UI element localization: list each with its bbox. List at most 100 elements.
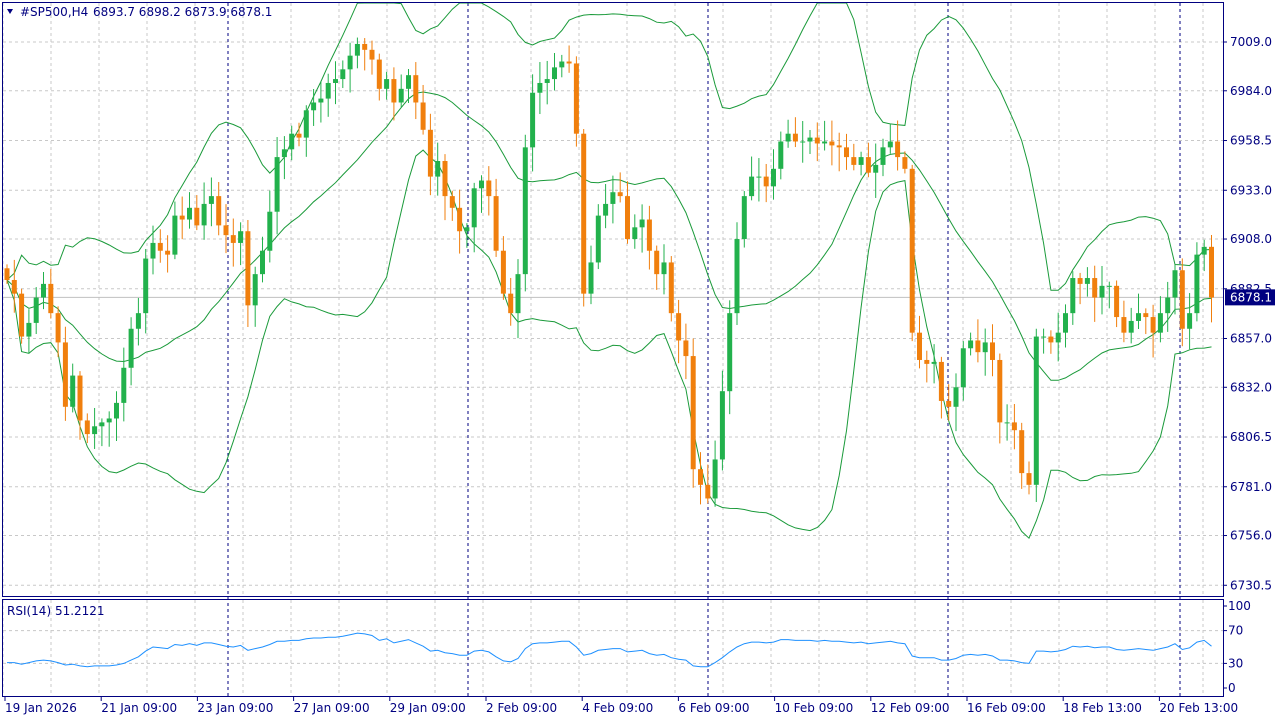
candle[interactable] (1026, 461, 1032, 495)
candle[interactable] (646, 205, 652, 270)
candle[interactable] (946, 384, 952, 421)
candle[interactable] (347, 42, 353, 93)
candle[interactable] (479, 175, 484, 213)
candle[interactable] (851, 143, 857, 171)
candle[interactable] (1084, 267, 1090, 297)
candle[interactable] (471, 182, 477, 253)
candle[interactable] (442, 154, 448, 221)
candle[interactable] (391, 67, 397, 121)
candle[interactable] (595, 204, 601, 270)
candle[interactable] (208, 177, 214, 227)
candle[interactable] (26, 309, 32, 354)
candle[interactable] (486, 166, 492, 216)
candle[interactable] (457, 189, 463, 254)
candle[interactable] (814, 122, 820, 162)
candle[interactable] (1019, 422, 1025, 489)
candle[interactable] (858, 151, 864, 176)
candle[interactable] (544, 60, 550, 105)
candle[interactable] (157, 229, 163, 263)
candle[interactable] (975, 319, 981, 363)
candle[interactable] (603, 184, 609, 229)
candle[interactable] (654, 245, 660, 290)
candle[interactable] (4, 264, 10, 284)
candle[interactable] (252, 266, 258, 327)
candle[interactable] (573, 56, 579, 147)
candle[interactable] (187, 192, 192, 229)
candle[interactable] (741, 191, 747, 248)
candle[interactable] (960, 341, 966, 401)
candle[interactable] (99, 418, 105, 447)
candle[interactable] (11, 259, 17, 313)
candle[interactable] (398, 74, 404, 108)
candle[interactable] (705, 464, 711, 504)
candle[interactable] (1048, 330, 1054, 354)
candle[interactable] (500, 236, 506, 300)
candle[interactable] (201, 182, 207, 240)
candle[interactable] (785, 119, 791, 148)
candle[interactable] (1121, 300, 1127, 343)
candle[interactable] (1011, 404, 1017, 450)
candle[interactable] (566, 45, 572, 73)
candle[interactable] (281, 136, 287, 180)
candle[interactable] (296, 122, 302, 147)
candle[interactable] (997, 353, 1003, 444)
candle[interactable] (121, 347, 127, 422)
candle[interactable] (464, 223, 470, 248)
candle[interactable] (756, 158, 762, 202)
candle[interactable] (763, 163, 769, 203)
candle[interactable] (143, 248, 149, 334)
candle[interactable] (953, 373, 959, 432)
candle[interactable] (1201, 239, 1207, 272)
candle[interactable] (887, 124, 893, 154)
candle[interactable] (1194, 242, 1200, 322)
candle[interactable] (1128, 307, 1134, 344)
candle[interactable] (406, 69, 411, 103)
candle[interactable] (165, 235, 171, 273)
candle[interactable] (873, 143, 879, 198)
candle[interactable] (734, 222, 740, 326)
candle[interactable] (493, 178, 499, 257)
candle[interactable] (749, 156, 755, 201)
candle[interactable] (1070, 271, 1076, 325)
candle[interactable] (676, 299, 682, 364)
candle[interactable] (552, 53, 557, 91)
candle[interactable] (384, 71, 390, 100)
candle[interactable] (77, 371, 83, 440)
candle[interactable] (515, 259, 521, 339)
candle[interactable] (880, 138, 886, 177)
candle[interactable] (617, 172, 623, 203)
candle[interactable] (289, 125, 295, 161)
candle[interactable] (1209, 234, 1214, 323)
candle[interactable] (829, 120, 835, 166)
candle[interactable] (1033, 328, 1039, 503)
candle[interactable] (661, 244, 667, 295)
time-axis[interactable]: 19 Jan 2026 21 Jan 09:00 23 Jan 09:00 27 Ja… (4, 696, 1238, 715)
candle[interactable] (712, 440, 718, 507)
candle[interactable] (172, 201, 178, 260)
candle[interactable] (632, 214, 638, 249)
candle[interactable] (274, 137, 280, 235)
candle[interactable] (559, 54, 565, 78)
candle[interactable] (508, 277, 514, 326)
candle[interactable] (1099, 266, 1105, 315)
candle[interactable] (1077, 272, 1083, 305)
candle[interactable] (303, 105, 309, 157)
candle[interactable] (362, 38, 368, 71)
candle[interactable] (522, 134, 528, 292)
candle[interactable] (792, 117, 798, 148)
candle[interactable] (449, 190, 455, 221)
candle[interactable] (895, 120, 901, 171)
candle[interactable] (223, 204, 229, 254)
candle[interactable] (128, 317, 134, 386)
candle[interactable] (968, 332, 974, 356)
candle[interactable] (1114, 280, 1120, 328)
candle[interactable] (114, 391, 119, 441)
candle[interactable] (639, 204, 645, 253)
candle[interactable] (216, 182, 222, 236)
candle[interactable] (719, 370, 725, 471)
candle[interactable] (683, 323, 689, 380)
candle[interactable] (413, 62, 419, 120)
candle[interactable] (698, 452, 703, 505)
candle[interactable] (84, 413, 90, 444)
